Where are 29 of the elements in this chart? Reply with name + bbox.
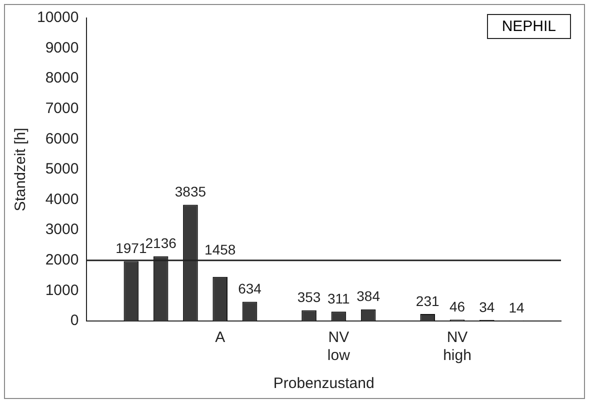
y-tick-label: 2000 bbox=[45, 252, 79, 269]
y-tick-label: 4000 bbox=[45, 190, 79, 208]
data-label: 1971 bbox=[116, 240, 147, 256]
data-label: 34 bbox=[479, 298, 495, 315]
y-tick-label: 6000 bbox=[45, 130, 79, 148]
data-label: 1458 bbox=[204, 241, 236, 258]
data-label: 46 bbox=[449, 298, 466, 314]
data-label: 634 bbox=[238, 280, 262, 297]
y-tick-label: 9000 bbox=[45, 39, 79, 56]
data-label: 3835 bbox=[174, 184, 206, 200]
annotation: NEPHIL bbox=[486, 14, 571, 39]
y-tick-label: 5000 bbox=[45, 160, 79, 178]
y-tick-label: 3000 bbox=[45, 221, 79, 238]
data-label: 2136 bbox=[145, 235, 177, 252]
y-tick-label: 10000 bbox=[36, 9, 79, 26]
y-tick-label: 8000 bbox=[45, 70, 79, 87]
x-tick-label: NV high bbox=[443, 329, 472, 364]
x-tick-label: NV low bbox=[327, 329, 350, 364]
x-tick-label: A bbox=[215, 329, 226, 346]
y-tick-label: 7000 bbox=[45, 100, 79, 118]
data-label: 384 bbox=[356, 288, 380, 304]
y-tick-label: 0 bbox=[70, 312, 79, 330]
data-label: 353 bbox=[297, 289, 321, 306]
data-label: 14 bbox=[508, 299, 525, 316]
data-label: 231 bbox=[416, 292, 440, 309]
x-axis-title: Probenzustand bbox=[273, 375, 374, 392]
y-tick-label: 1000 bbox=[45, 282, 79, 299]
data-label: 311 bbox=[328, 290, 350, 306]
y-axis-title: Standzeit [h] bbox=[12, 128, 30, 212]
